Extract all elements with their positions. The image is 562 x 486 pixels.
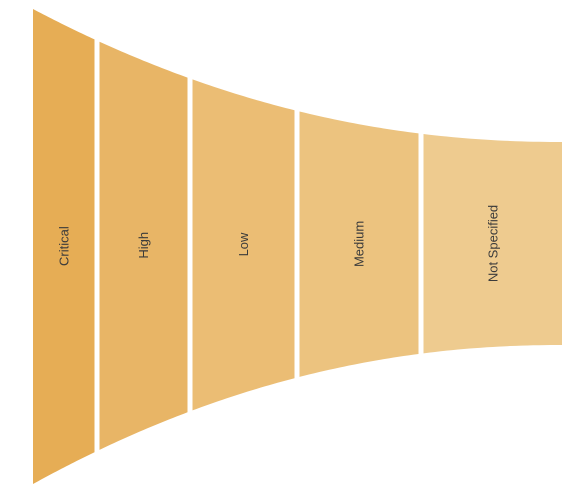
funnel-label-medium: Medium [352, 221, 367, 267]
funnel-label-low: Low [236, 232, 251, 256]
funnel-segment-high [99, 41, 188, 450]
funnel-labels: Critical High Low Medium Not Specified [56, 205, 500, 282]
funnel-label-critical: Critical [56, 226, 71, 266]
funnel-label-not-specified: Not Specified [485, 205, 500, 282]
funnel-segments [33, 9, 562, 484]
funnel-segment-not-specified [423, 134, 562, 354]
funnel-segment-medium [299, 111, 419, 377]
funnel-segment-critical [33, 9, 95, 484]
funnel-label-high: High [136, 232, 151, 259]
funnel-segment-low [192, 79, 295, 411]
